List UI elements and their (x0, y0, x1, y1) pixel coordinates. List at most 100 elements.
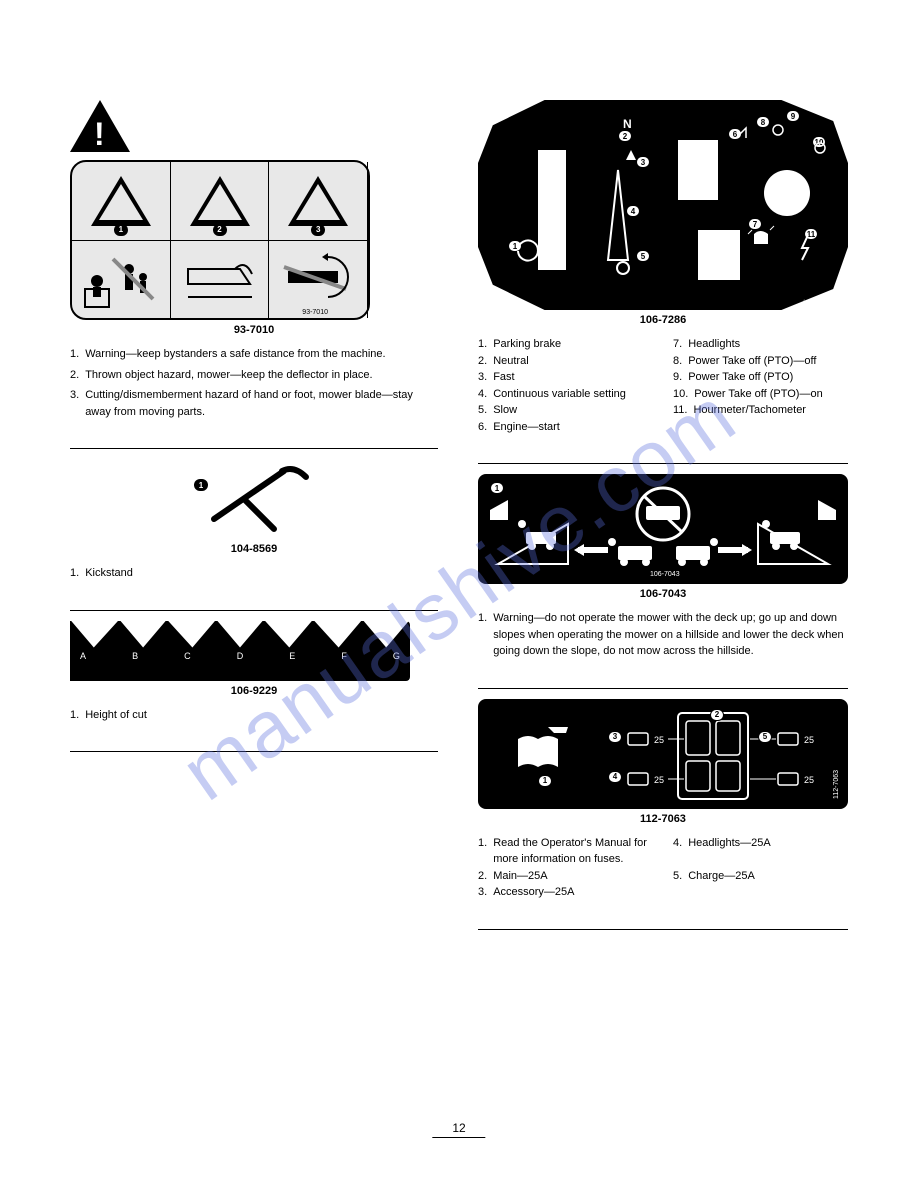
section-106-7043: 1 (478, 474, 848, 660)
hoc-letter: A (80, 651, 86, 661)
legend-text: Continuous variable setting (493, 386, 626, 403)
decal-title: 112-7063 (478, 813, 848, 825)
hoc-letter: B (132, 651, 138, 661)
svg-text:112-7063: 112-7063 (833, 769, 840, 798)
legend-text: Read the Operator's Manual for more info… (493, 835, 653, 868)
legend-text: Neutral (493, 353, 528, 370)
section-112-7063: 25 25 25 25 112-7063 1 2 3 4 5 (478, 699, 848, 901)
section-rule (70, 610, 438, 611)
legend-text: Power Take off (PTO)—on (694, 386, 822, 403)
hoc-letter: E (289, 651, 295, 661)
legend-text: Slow (493, 402, 517, 419)
legend-104-8569: 1. Kickstand (70, 565, 438, 582)
section-rule (478, 463, 848, 464)
blade-hazard-icon (278, 249, 358, 309)
legend-num: 3. (478, 369, 487, 386)
legend-num: 1. (478, 336, 487, 353)
section-106-7286: 1 2 3 4 5 6 7 8 9 10 11 N (478, 100, 848, 435)
decal-106-9229: A B C D E F G (70, 621, 410, 681)
section-rule (70, 448, 438, 449)
legend-106-9229: 1. Height of cut (70, 707, 438, 724)
decal-title: 106-7043 (478, 588, 848, 600)
hoc-letter: D (237, 651, 244, 661)
legend-num: 1. (478, 835, 487, 868)
legend-106-7286: 1.Parking brake 7.Headlights 2.Neutral 8… (478, 336, 848, 435)
legend-text: Parking brake (493, 336, 561, 353)
section-rule (70, 751, 438, 752)
legend-num: 11. (673, 402, 687, 419)
svg-text:25: 25 (654, 735, 664, 745)
section-106-9229: A B C D E F G 106-9229 1. Height of cut (70, 621, 438, 724)
legend-num: 6. (478, 419, 487, 436)
legend-num: 5. (673, 868, 682, 885)
svg-text:106-7043: 106-7043 (650, 571, 680, 578)
legend-num: 4. (673, 835, 682, 868)
svg-text:25: 25 (804, 735, 814, 745)
legend-text: Power Take off (PTO)—off (688, 353, 816, 370)
legend-num: 2. (478, 868, 487, 885)
legend-106-7043: 1. Warning—do not operate the mower with… (478, 610, 848, 660)
legend-text: Headlights (688, 336, 740, 353)
decal-93-7010: 1 2 (70, 160, 370, 320)
warning-icon (70, 100, 130, 152)
legend-text: Headlights—25A (688, 835, 771, 868)
decal-104-8569: 1 (154, 459, 354, 539)
right-column: 1 2 3 4 5 6 7 8 9 10 11 N (478, 100, 848, 940)
legend-text: Fast (493, 369, 514, 386)
legend-num: 4. (478, 386, 487, 403)
fuse-graphic: 25 25 25 25 112-7063 (478, 699, 848, 809)
hoc-letter: C (184, 651, 191, 661)
decal-106-7043: 1 (478, 474, 848, 584)
legend-text: Thrown object hazard, mower—keep the def… (85, 367, 372, 384)
legend-text: Engine—start (493, 419, 560, 436)
legend-text: Height of cut (85, 707, 147, 724)
decal-112-7063: 25 25 25 25 112-7063 1 2 3 4 5 (478, 699, 848, 809)
hoc-letter: F (341, 651, 347, 661)
legend-text: Warning—keep bystanders a safe distance … (85, 346, 385, 363)
legend-num: 1. (70, 565, 79, 582)
bystander-icon (81, 249, 161, 309)
section-93-7010: 1 2 (70, 100, 438, 420)
section-rule (478, 688, 848, 689)
decal-title: 104-8569 (70, 543, 438, 555)
panel-glyphs: N (478, 100, 848, 310)
slope-graphic: 106-7043 (478, 474, 848, 584)
legend-num: 9. (673, 369, 682, 386)
left-column: 1 2 (70, 100, 438, 940)
legend-text: Accessory—25A (493, 884, 574, 901)
legend-text: Hourmeter/Tachometer (693, 402, 806, 419)
legend-112-7063: 1.Read the Operator's Manual for more in… (478, 835, 848, 901)
decal-title: 106-9229 (70, 685, 438, 697)
decal-title: 106-7286 (478, 314, 848, 326)
section-104-8569: 1 104-8569 1. Kickstand (70, 459, 438, 582)
legend-num: 3. (478, 884, 487, 901)
legend-num: 7. (673, 336, 682, 353)
decal-title: 93-7010 (70, 324, 438, 336)
kickstand-icon (194, 459, 314, 539)
legend-num: 1. (70, 707, 79, 724)
legend-num: 2. (70, 367, 79, 384)
legend-text: Warning—do not operate the mower with th… (493, 610, 848, 660)
legend-num: 8. (673, 353, 682, 370)
legend-text: Kickstand (85, 565, 133, 582)
hoc-letter: G (393, 651, 400, 661)
section-rule (478, 929, 848, 930)
legend-num: 10. (673, 386, 688, 403)
svg-text:N: N (623, 117, 632, 131)
legend-text: Cutting/dismemberment hazard of hand or … (85, 387, 438, 420)
deflector-icon (180, 249, 260, 309)
decal-id-label: 93-7010 (302, 309, 328, 316)
decal-106-7286: 1 2 3 4 5 6 7 8 9 10 11 N (478, 100, 848, 310)
legend-text: Main—25A (493, 868, 547, 885)
legend-num: 5. (478, 402, 487, 419)
manual-page: 1 2 (0, 0, 918, 980)
svg-text:25: 25 (654, 775, 664, 785)
legend-93-7010: 1. Warning—keep bystanders a safe distan… (70, 346, 438, 420)
legend-num: 3. (70, 387, 79, 420)
legend-num: 1. (70, 346, 79, 363)
svg-text:25: 25 (804, 775, 814, 785)
legend-num: 1. (478, 610, 487, 660)
legend-text: Charge—25A (688, 868, 755, 885)
page-number: 12 (432, 1121, 485, 1138)
legend-text: Power Take off (PTO) (688, 369, 793, 386)
